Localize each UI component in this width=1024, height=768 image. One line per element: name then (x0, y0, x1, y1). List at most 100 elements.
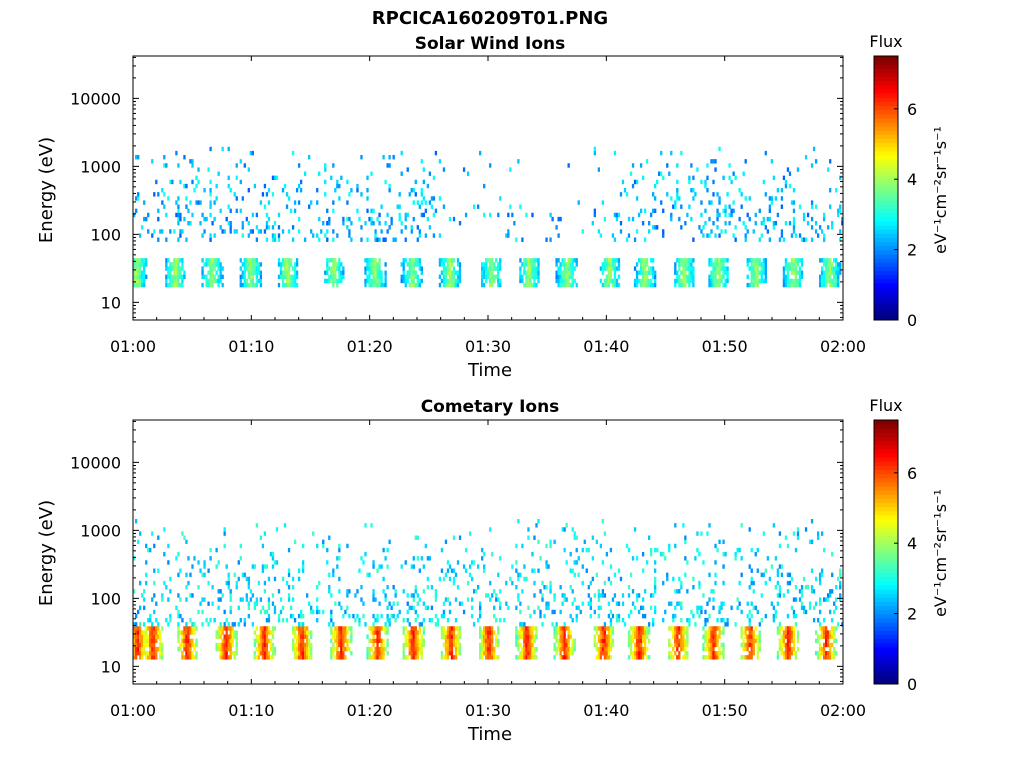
flux-cell (328, 622, 331, 627)
flux-cell (682, 626, 685, 631)
flux-cell (183, 630, 186, 635)
flux-cell (440, 613, 444, 619)
flux-cell (432, 233, 436, 238)
flux-cell (481, 547, 484, 553)
flux-cell (301, 638, 305, 644)
flux-cell (573, 646, 576, 652)
flux-cell (458, 634, 462, 639)
flux-cell (833, 609, 836, 615)
flux-cell (607, 642, 611, 648)
flux-cell (774, 585, 778, 590)
flux-cell (810, 568, 814, 573)
flux-cell (839, 266, 842, 271)
flux-cell (676, 192, 679, 197)
flux-cell (310, 646, 313, 652)
flux-cell (561, 270, 564, 275)
flux-cell (670, 601, 673, 606)
flux-cell (332, 208, 335, 214)
flux-cell (672, 655, 675, 660)
flux-cell (660, 200, 663, 205)
flux-cell (169, 179, 172, 185)
flux-cell (137, 278, 140, 284)
flux-cell (181, 531, 184, 536)
flux-cell (458, 646, 462, 652)
flux-cell (255, 634, 259, 639)
flux-cell (748, 622, 751, 627)
flux-cell (823, 630, 826, 635)
flux-cell (173, 274, 176, 280)
flux-cell (135, 634, 138, 639)
flux-cell (581, 564, 584, 569)
colorbar-step (874, 543, 898, 549)
flux-cell (800, 274, 804, 280)
flux-cell (557, 282, 560, 288)
flux-cell (370, 266, 373, 271)
flux-cell (774, 613, 778, 619)
flux-cell (601, 593, 605, 598)
flux-cell (414, 630, 417, 635)
flux-cell (692, 188, 695, 193)
flux-cell (243, 258, 246, 263)
flux-cell (591, 556, 594, 561)
flux-cell (714, 655, 717, 660)
flux-cell (444, 646, 448, 652)
flux-cell (477, 564, 480, 569)
flux-cell (708, 651, 711, 656)
colorbar-step (874, 282, 898, 288)
flux-cell (201, 282, 204, 288)
flux-cell (531, 262, 534, 267)
flux-cell (203, 216, 206, 222)
flux-cell (406, 167, 409, 172)
flux-cell (607, 646, 611, 652)
colorbar-step (874, 473, 898, 479)
flux-cell (635, 651, 639, 656)
flux-cell (603, 651, 607, 656)
flux-cell (776, 626, 780, 631)
flux-cell (203, 560, 206, 565)
flux-cell (215, 630, 218, 635)
flux-cell (603, 638, 607, 644)
flux-cell (151, 622, 154, 627)
flux-cell (239, 159, 242, 164)
flux-cell (718, 274, 721, 280)
flux-cell (376, 270, 379, 275)
flux-cell (515, 655, 518, 660)
flux-cell (312, 531, 315, 536)
flux-cell (231, 651, 234, 656)
flux-cell (420, 278, 423, 284)
flux-cell (352, 613, 355, 619)
flux-cell (654, 183, 657, 189)
flux-cell (820, 278, 824, 284)
flux-cell (139, 646, 142, 652)
flux-cell (422, 196, 425, 201)
flux-cell (410, 270, 413, 275)
flux-cell (666, 163, 669, 168)
flux-cell (159, 651, 162, 656)
colorbar-step (874, 146, 898, 152)
flux-cell (519, 655, 522, 660)
colorbar-step (874, 552, 898, 557)
flux-cell (177, 626, 180, 631)
colorbar-step (874, 659, 898, 664)
flux-cell (559, 638, 562, 644)
flux-cell (792, 216, 796, 222)
flux-cell (436, 618, 440, 623)
flux-cell (372, 638, 375, 644)
flux-cell (267, 188, 271, 193)
flux-cell (641, 638, 645, 644)
flux-cell (509, 576, 512, 582)
flux-cell (734, 225, 737, 230)
flux-cell (529, 282, 532, 288)
flux-cell (708, 282, 711, 288)
flux-cell (185, 646, 188, 652)
colorbar-step (874, 270, 898, 276)
flux-cell (215, 278, 218, 284)
flux-cell (291, 585, 295, 590)
flux-cell (841, 216, 844, 222)
flux-cell (599, 278, 603, 284)
flux-cell (448, 282, 452, 288)
flux-cell (217, 589, 220, 594)
flux-cell (790, 626, 794, 631)
flux-cell (203, 188, 206, 193)
flux-cell (223, 651, 226, 656)
